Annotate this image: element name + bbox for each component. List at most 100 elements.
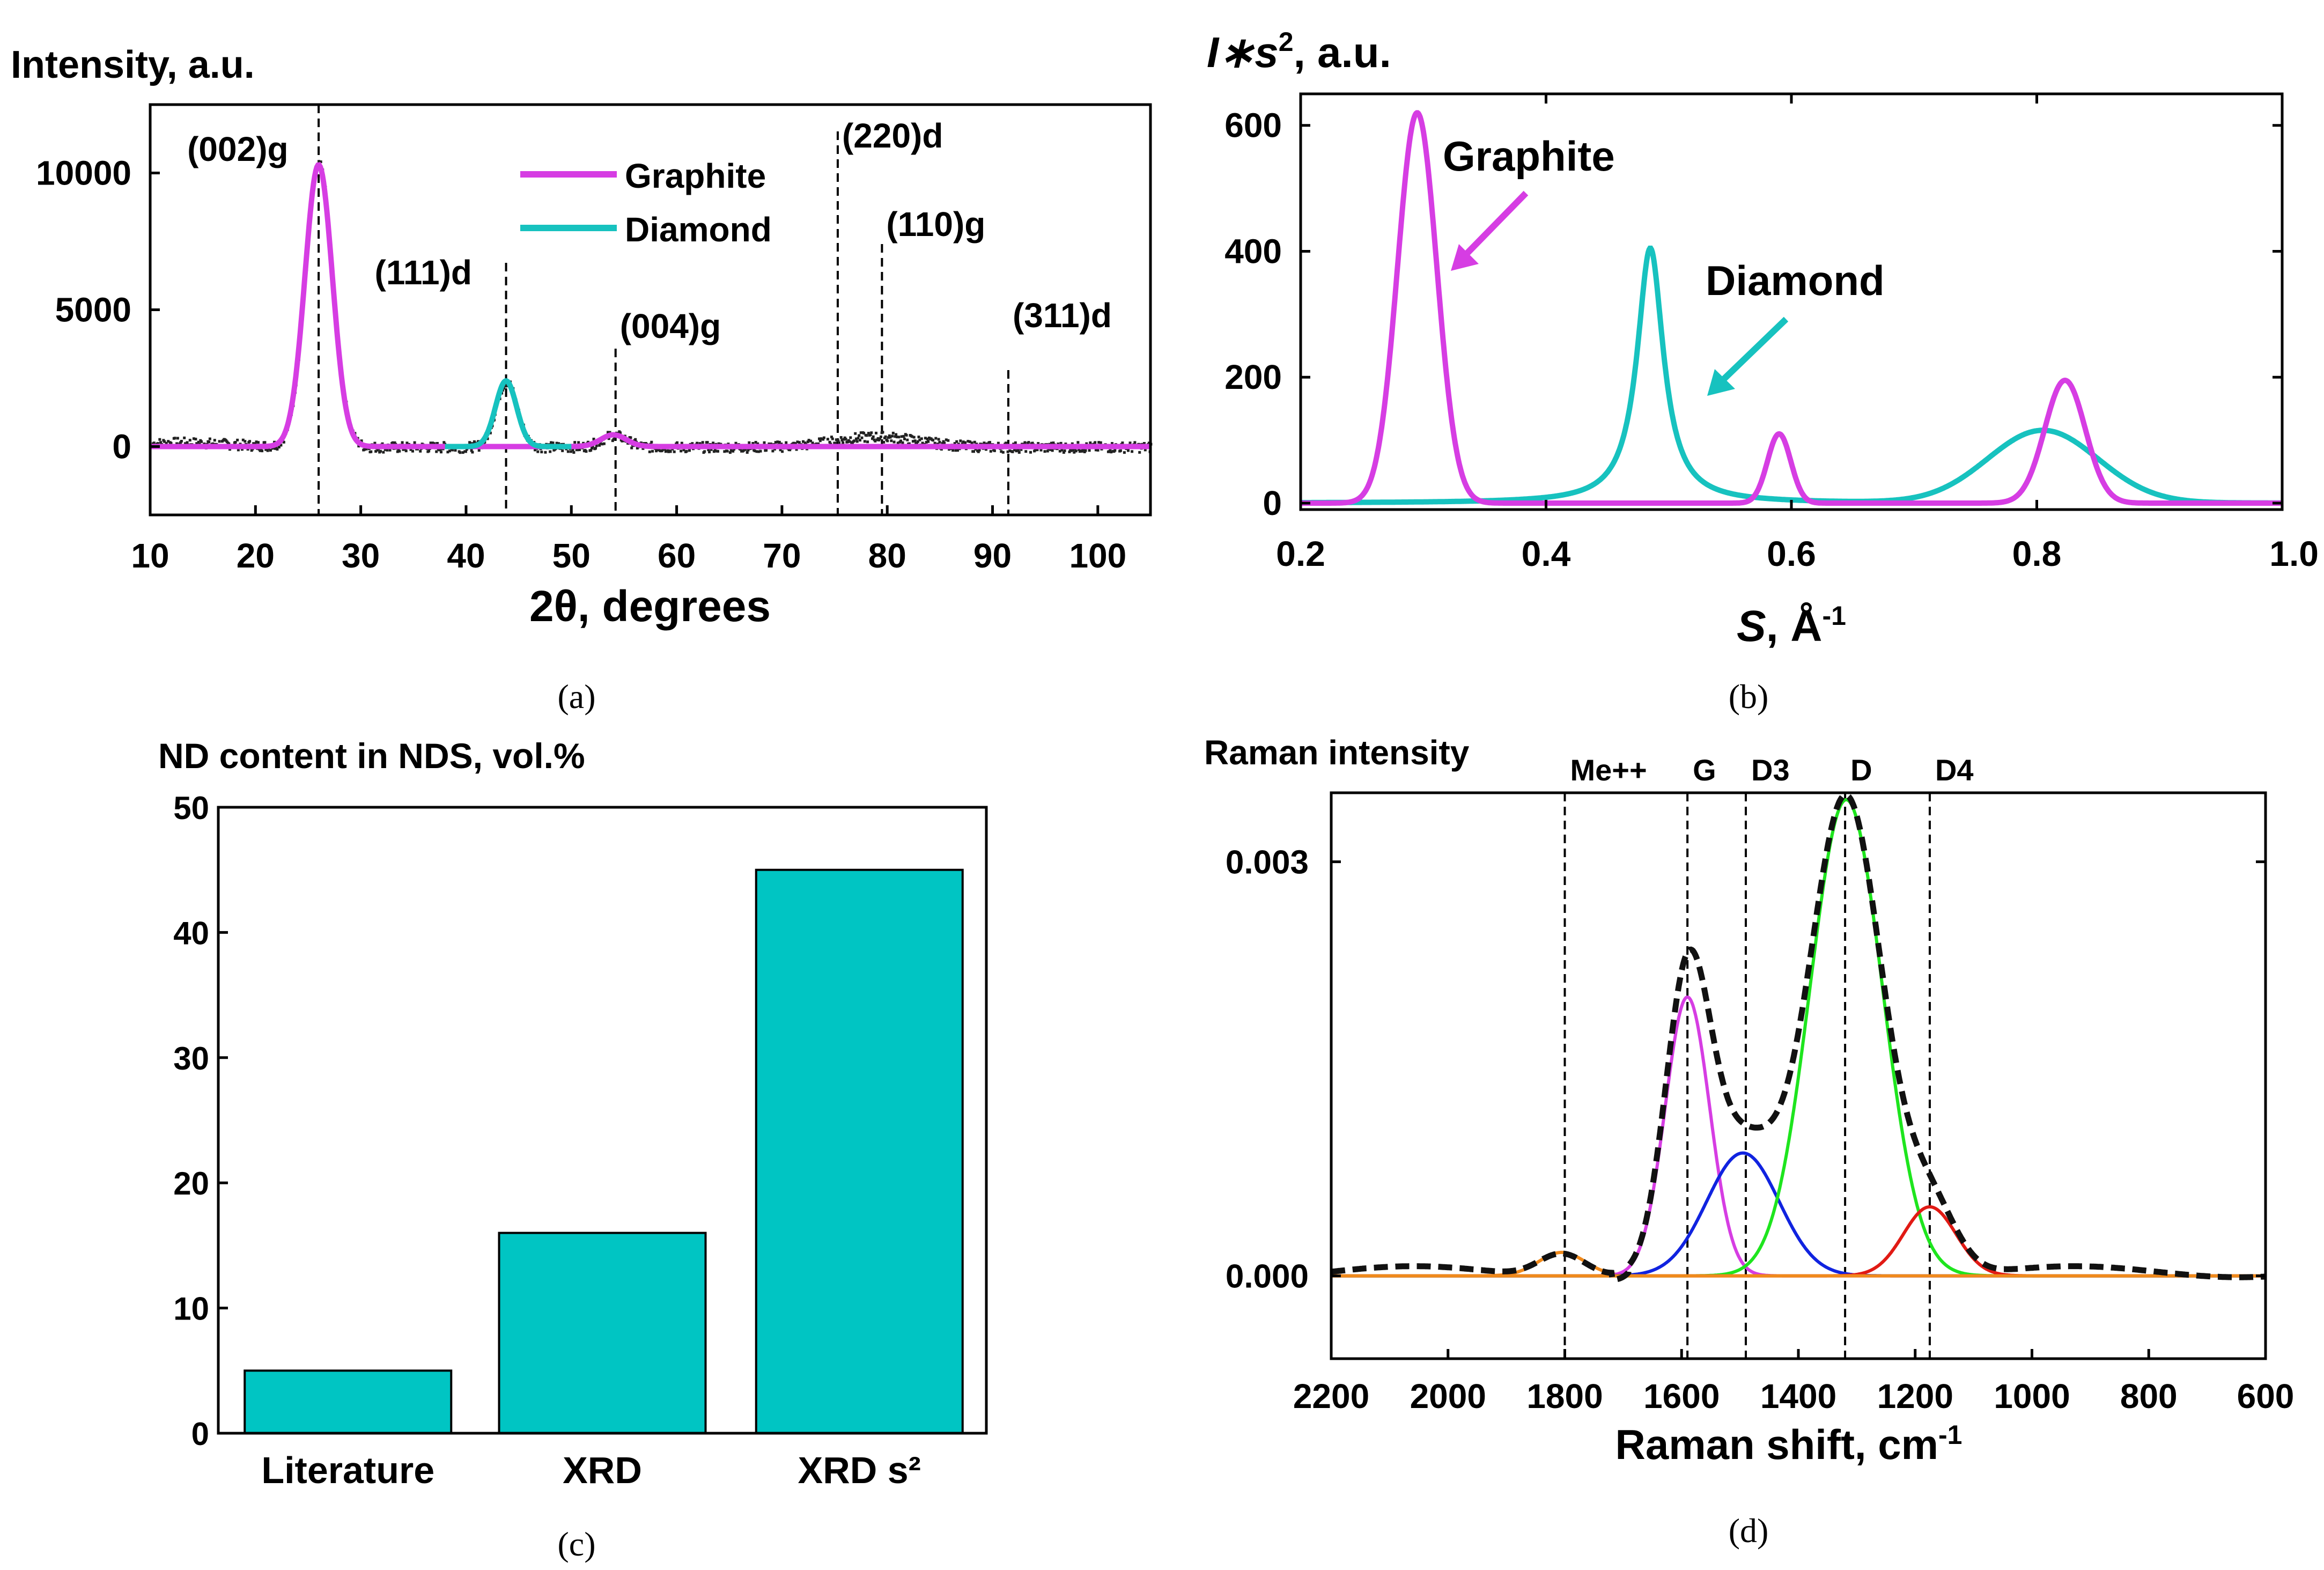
- component-mepp: [1331, 1250, 2266, 1278]
- panel-a-ylabel: Intensity, a.u.: [11, 43, 255, 86]
- panel-b-ylabel: I∗s2, a.u.: [1207, 27, 1391, 76]
- panel-d-components: [1331, 798, 2266, 1278]
- y-tick-label-3: 30: [173, 1041, 209, 1077]
- y-tick-label-1: 0.003: [1226, 844, 1309, 881]
- x-tick-label-2: XRD s²: [798, 1449, 921, 1491]
- panel-a-series-diamond: [445, 378, 572, 449]
- xlabel-exp: -1: [1938, 1420, 1962, 1450]
- marker-label-4: (110)g: [886, 205, 985, 244]
- y-tick-label-0: 0: [112, 427, 131, 466]
- panel-d: Raman intensity Me++ G D3 D D4 2200 2000 1800 1…: [1204, 733, 2294, 1550]
- x-tick-label-0: Literature: [261, 1449, 434, 1491]
- panel-a: Intensity, a.u. (002)g (111)d (004)g (220)d…: [11, 43, 1153, 716]
- xlabel-s: S: [1737, 602, 1766, 651]
- panel-c: ND content in NDS, vol.% 0 10 20 30 40 50 Lit…: [158, 736, 988, 1563]
- x-tick-label-5: 1200: [1877, 1377, 1953, 1416]
- ylabel-s: s: [1255, 28, 1279, 76]
- ylabel-exp: 2: [1279, 27, 1294, 57]
- y-tick-label-2: 20: [173, 1166, 209, 1202]
- x-tick-label-1: XRD: [563, 1449, 642, 1491]
- bar-2: [755, 868, 964, 1434]
- panel-d-caption: (d): [1729, 1512, 1769, 1550]
- x-tick-label-6: 70: [763, 536, 801, 575]
- marker-label-3: D: [1850, 753, 1872, 787]
- bar-1: [498, 1232, 707, 1435]
- marker-label-0: (002)g: [187, 130, 288, 168]
- panel-d-x-ticks: 2200 2000 1800 1600 1400 1200 1000 800 600: [1293, 1349, 2295, 1416]
- x-tick-label-1: 20: [237, 536, 275, 575]
- panel-d-ylabel: Raman intensity: [1204, 733, 1470, 772]
- panel-b-xlabel: S, Å-1: [1737, 601, 1846, 651]
- x-tick-label-2: 30: [342, 536, 380, 575]
- panel-b-y-ticks: 0 200 400 600: [1224, 106, 2282, 522]
- annotation-graphite-arrowhead: [1451, 244, 1479, 271]
- x-tick-label-0: 2200: [1293, 1377, 1369, 1416]
- annotation-graphite-arrow: [1454, 190, 1529, 267]
- panel-a-markers: (002)g (111)d (004)g (220)d (110)g (311)d: [187, 105, 1112, 515]
- component-d3: [1331, 1151, 2266, 1278]
- panel-a-y-ticks: 0 5000 10000: [36, 154, 160, 466]
- x-tick-label-2: 0.6: [1767, 534, 1816, 573]
- y-tick-label-0: 0: [191, 1416, 209, 1452]
- bar-0: [244, 1369, 453, 1435]
- x-tick-label-3: 0.8: [2012, 534, 2062, 573]
- x-tick-label-8: 600: [2237, 1377, 2295, 1416]
- panel-c-plot-frame: [217, 806, 988, 1435]
- y-tick-label-2: 10000: [36, 154, 131, 193]
- legend-graphite-label: Graphite: [625, 157, 766, 195]
- y-tick-label-1: 200: [1224, 358, 1282, 396]
- x-tick-label-7: 80: [868, 536, 906, 575]
- panel-c-y-ticks: 0 10 20 30 40 50: [173, 790, 228, 1452]
- annotation-diamond-arrowhead: [1707, 369, 1735, 396]
- y-tick-label-0: 0: [1263, 484, 1282, 522]
- x-tick-label-4: 1.0: [2269, 534, 2319, 573]
- panel-b-series-graphite: [1301, 110, 2282, 506]
- x-tick-label-9: 100: [1069, 536, 1126, 575]
- panel-c-caption: (c): [557, 1525, 595, 1563]
- legend-diamond-label: Diamond: [625, 210, 772, 249]
- marker-label-5: (311)d: [1013, 296, 1112, 335]
- y-tick-label-1: 10: [173, 1291, 209, 1327]
- x-tick-label-1: 2000: [1410, 1377, 1486, 1416]
- x-tick-label-4: 1400: [1760, 1377, 1836, 1416]
- panel-a-xlabel: 2θ, degrees: [529, 582, 771, 631]
- xlabel-main: Raman shift, cm: [1615, 1421, 1938, 1468]
- panel-b-annotations: Graphite Diamond: [1443, 132, 1885, 396]
- x-tick-label-3: 1600: [1643, 1377, 1720, 1416]
- x-tick-label-1: 0.4: [1522, 534, 1571, 573]
- panel-a-caption: (a): [557, 677, 595, 716]
- marker-label-1: G: [1693, 753, 1716, 787]
- panel-d-xlabel: Raman shift, cm-1: [1615, 1420, 1963, 1468]
- x-tick-label-0: 0.2: [1276, 534, 1325, 573]
- x-tick-label-4: 50: [552, 536, 591, 575]
- x-tick-label-5: 60: [658, 536, 696, 575]
- y-tick-label-2: 400: [1224, 232, 1282, 270]
- marker-label-3: (220)d: [842, 116, 943, 155]
- annotation-diamond: Diamond: [1706, 257, 1885, 304]
- panel-a-x-ticks: 10 20 30 40 50 60 70 80 90 100: [131, 505, 1126, 575]
- x-tick-label-2: 1800: [1526, 1377, 1603, 1416]
- x-tick-label-3: 40: [447, 536, 485, 575]
- x-tick-label-0: 10: [131, 536, 169, 575]
- y-tick-label-5: 50: [173, 790, 209, 826]
- panel-c-x-ticks: Literature XRD XRD s²: [261, 1449, 921, 1491]
- marker-label-2: D3: [1751, 753, 1790, 787]
- ylabel-tail: , a.u.: [1294, 28, 1391, 76]
- xlabel-exp: -1: [1823, 601, 1846, 631]
- y-tick-label-3: 600: [1224, 106, 1282, 145]
- y-tick-label-0: 0.000: [1226, 1258, 1309, 1295]
- ylabel-i: I: [1207, 28, 1220, 76]
- panel-b-caption: (b): [1729, 677, 1769, 716]
- panel-c-title: ND content in NDS, vol.%: [158, 736, 585, 776]
- x-tick-label-7: 800: [2120, 1377, 2178, 1416]
- marker-label-2: (004)g: [620, 307, 721, 345]
- panel-b: I∗s2, a.u. Graphite Diamond 0.2 0.4 0.6 0.8…: [1207, 27, 2319, 716]
- panel-d-markers: Me++ G D3 D D4: [1563, 753, 1974, 1359]
- y-tick-label-1: 5000: [55, 291, 131, 329]
- component-d4: [1331, 1205, 2266, 1278]
- xlabel-unit: , Å: [1766, 602, 1823, 651]
- annotation-graphite: Graphite: [1443, 132, 1615, 180]
- ylabel-op: ∗: [1219, 28, 1255, 76]
- marker-label-4: D4: [1935, 753, 1974, 787]
